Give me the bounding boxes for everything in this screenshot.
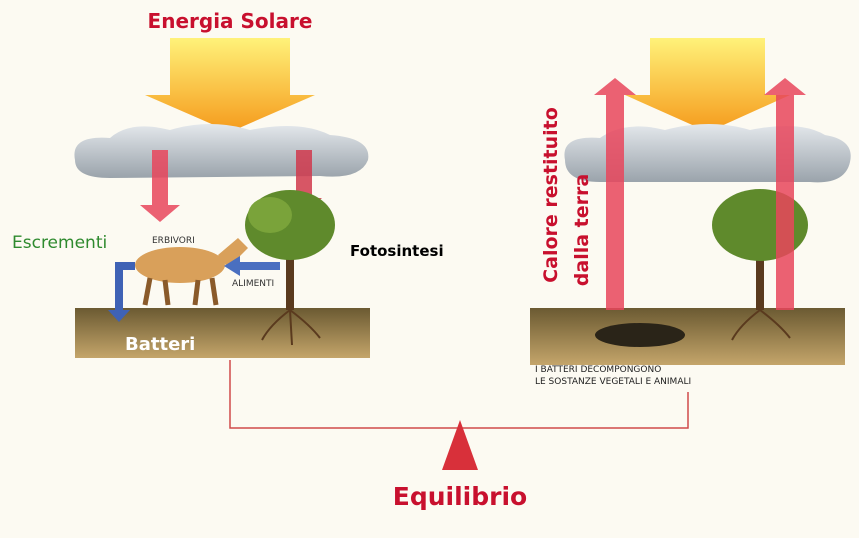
label: I BATTERI DECOMPONGONO — [535, 365, 661, 375]
label: Escrementi — [12, 233, 107, 253]
decomposing-matter — [595, 323, 685, 347]
label: Fotosintesi — [350, 242, 444, 260]
label: ALIMENTI — [232, 279, 274, 289]
left-scene: Energia Solare Escrementi ERBIVORI ALIME… — [12, 9, 444, 358]
tree — [245, 190, 335, 346]
red-arrow — [594, 78, 636, 310]
soil — [530, 308, 845, 365]
label: Energia Solare — [148, 9, 313, 33]
red-arrow — [764, 78, 806, 310]
label: Equilibrio — [393, 482, 527, 511]
sun-arrow — [145, 38, 315, 132]
sun-arrow — [625, 38, 790, 132]
right-scene: Calore restituito dalla terra I BATTERI … — [530, 38, 851, 387]
goat — [135, 238, 248, 306]
label: Calore restituito — [540, 107, 562, 283]
cloud — [74, 124, 369, 178]
label: LE SOSTANZE VEGETALI E ANIMALI — [535, 377, 691, 387]
balance-triangle — [442, 420, 478, 470]
label: dalla terra — [571, 174, 593, 286]
blue-arrow — [224, 256, 280, 276]
label: ERBIVORI — [152, 236, 195, 246]
red-arrow — [140, 150, 180, 222]
label: Batteri — [125, 334, 195, 355]
blue-arrow — [108, 262, 135, 322]
